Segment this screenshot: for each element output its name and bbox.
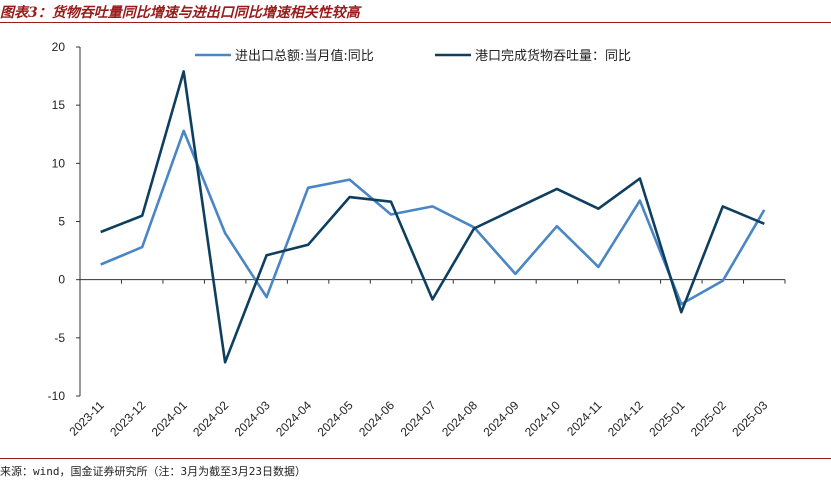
- x-tick-label: 2024-05: [315, 398, 356, 439]
- x-tick-label: 2024-08: [439, 398, 480, 439]
- x-tick-label: 2023-12: [107, 398, 148, 439]
- x-tick-label: 2024-03: [232, 398, 273, 439]
- legend-label: 港口完成货物吞吐量：同比: [475, 48, 631, 64]
- source-note: 来源：wind，国金证券研究所（注：3月为截至3月23日数据）: [0, 465, 306, 478]
- x-tick-label: 2025-03: [729, 398, 770, 439]
- x-tick-label: 2024-04: [273, 398, 314, 439]
- legend-label: 进出口总额:当月值:同比: [235, 48, 374, 64]
- title-rule: [0, 22, 831, 23]
- x-tick-label: 2024-09: [481, 398, 522, 439]
- y-tick-label: 15: [52, 98, 66, 112]
- y-tick-label: 10: [52, 156, 66, 170]
- x-tick-label: 2025-02: [688, 398, 729, 439]
- footer-rule: [0, 458, 831, 459]
- x-tick-label: 2023-11: [66, 398, 107, 439]
- y-tick-label: -10: [48, 389, 66, 403]
- x-tick-label: 2025-01: [646, 398, 687, 439]
- y-tick-label: -5: [54, 331, 65, 345]
- x-tick-label: 2024-12: [605, 398, 646, 439]
- chart-title: 图表3：货物吞吐量同比增速与进出口同比增速相关性较高: [0, 5, 360, 21]
- y-tick-label: 5: [58, 215, 65, 229]
- legend: 进出口总额:当月值:同比 港口完成货物吞吐量：同比: [195, 48, 631, 64]
- x-tick-label: 2024-01: [149, 398, 190, 439]
- x-tick-label: 2024-02: [190, 398, 231, 439]
- series-lines: [100, 70, 766, 364]
- x-tick-label: 2024-06: [356, 398, 397, 439]
- x-tick-label: 2024-07: [398, 398, 439, 439]
- series-line-1: [100, 129, 766, 306]
- series-line-2: [100, 70, 765, 364]
- y-tick-label: 20: [52, 40, 66, 54]
- x-tick-label: 2024-11: [564, 398, 605, 439]
- x-tick-label: 2024-10: [522, 398, 563, 439]
- y-tick-label: 0: [58, 273, 65, 287]
